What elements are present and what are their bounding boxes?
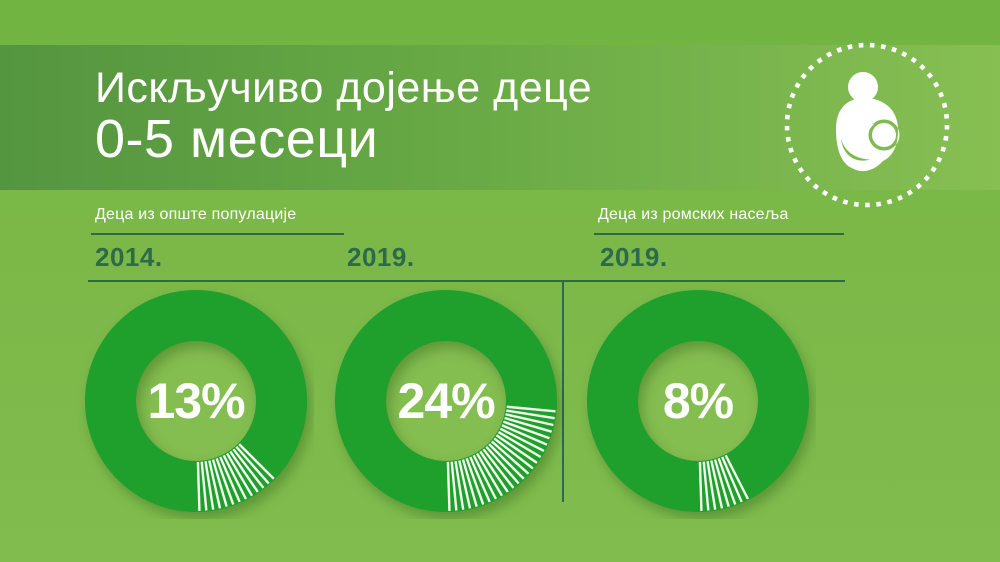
separator-line xyxy=(88,280,845,282)
year-label-2014: 2014. xyxy=(95,242,163,272)
baby-swaddle-icon xyxy=(852,124,874,150)
percent-label: 8% xyxy=(662,373,734,429)
donut-chart-2019-roma: 8% xyxy=(580,283,816,519)
group-label-roma-settlements: Деца из ромских насеља xyxy=(598,206,789,223)
year-label-2019-general: 2019. xyxy=(347,242,415,272)
page-title-line2: 0-5 месеци xyxy=(95,109,379,169)
group-underline xyxy=(91,233,344,235)
group-underline xyxy=(594,233,844,235)
group-label-general-population: Деца из опште популације xyxy=(95,206,297,223)
year-label-2019-roma: 2019. xyxy=(600,242,668,272)
mother-torso-icon xyxy=(836,98,900,172)
percent-label: 24% xyxy=(397,373,495,429)
page-title-line1: Искључиво дојење деце xyxy=(95,64,593,112)
percent-label: 13% xyxy=(147,373,245,429)
mother-head-icon xyxy=(848,72,878,102)
donut-chart-2014-general: 13% xyxy=(78,283,314,519)
group-divider-line xyxy=(562,280,564,502)
baby-head-icon xyxy=(872,123,896,147)
donut-chart-2019-general: 24% xyxy=(328,283,564,519)
breastfeeding-icon xyxy=(783,41,951,209)
dotted-circle-icon xyxy=(784,42,950,208)
header-band xyxy=(0,45,1000,190)
